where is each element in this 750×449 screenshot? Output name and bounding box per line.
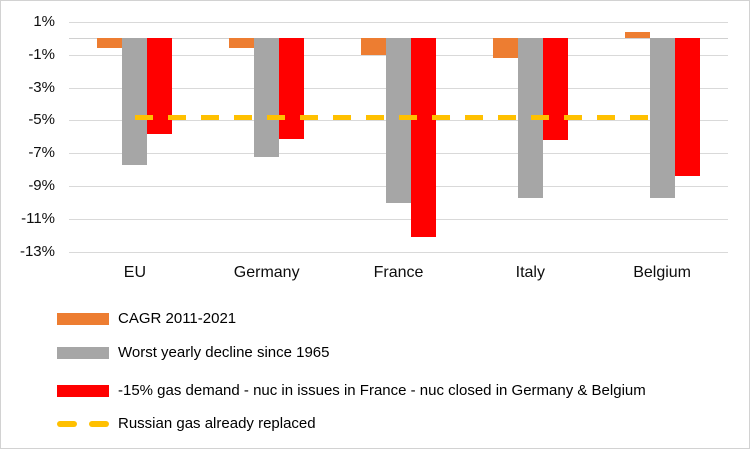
legend-item-gas-demand-scenario: -15% gas demand - nuc in issues in Franc… — [57, 382, 646, 400]
x-axis-label-belgium: Belgium — [633, 264, 691, 281]
x-axis-label-germany: Germany — [233, 264, 300, 281]
bar-cagr-germany — [229, 38, 255, 49]
gridline--13% — [69, 251, 728, 253]
bar-gas-demand-scenario-italy — [542, 38, 568, 141]
y-axis-tick-label--9%: -9% — [28, 177, 55, 195]
bar-worst-decline-germany — [254, 38, 280, 157]
y-axis-tick-label-1%: 1% — [33, 13, 55, 30]
legend-swatch-russian-gas-dash-icon — [57, 421, 109, 427]
bar-gas-demand-scenario-belgium — [674, 38, 700, 177]
bar-worst-decline-france — [386, 38, 411, 203]
y-axis-tick-label--13%: -13% — [19, 242, 55, 260]
gridline--11% — [69, 218, 728, 220]
legend-label-russian-gas: Russian gas already replaced — [118, 415, 316, 432]
y-axis-tick-label--5%: -5% — [28, 111, 55, 129]
legend-swatch-gas-demand-icon — [57, 385, 109, 397]
y-axis-tick-label--7%: -7% — [28, 144, 55, 162]
bar-cagr-belgium — [624, 31, 650, 39]
y-axis-tick-label--11%: -11% — [21, 209, 55, 227]
bar-gas-demand-scenario-germany — [279, 38, 305, 139]
dash-segment-icon — [89, 421, 109, 427]
bar-worst-decline-eu — [122, 38, 148, 165]
legend-item-worst-decline: Worst yearly decline since 1965 — [57, 344, 330, 362]
gridline-1% — [69, 22, 728, 23]
legend-label-cagr: CAGR 2011-2021 — [118, 310, 237, 327]
legend-label-worst-decline: Worst yearly decline since 1965 — [118, 344, 330, 361]
bar-gas-demand-scenario-france — [411, 38, 436, 237]
legend-swatch-worst-decline-icon — [57, 347, 109, 359]
bar-cagr-france — [361, 38, 386, 55]
legend-item-russian-gas: Russian gas already replaced — [57, 415, 316, 433]
bar-cagr-italy — [492, 38, 518, 59]
legend-label-gas-demand-scenario: -15% gas demand - nuc in issues in Franc… — [118, 382, 646, 399]
legend-item-cagr: CAGR 2011-2021 — [57, 310, 236, 328]
reference-line-russian-gas — [134, 114, 663, 120]
x-axis-label-france: France — [373, 264, 424, 281]
x-axis-label-eu: EU — [123, 264, 146, 281]
y-axis-tick-label--3%: -3% — [28, 78, 55, 96]
x-axis-label-italy: Italy — [515, 264, 545, 281]
y-axis-tick-label--1%: -1% — [28, 45, 55, 63]
dash-segment-icon — [57, 421, 77, 427]
legend-swatch-cagr-icon — [57, 313, 109, 325]
bar-cagr-eu — [97, 38, 123, 49]
